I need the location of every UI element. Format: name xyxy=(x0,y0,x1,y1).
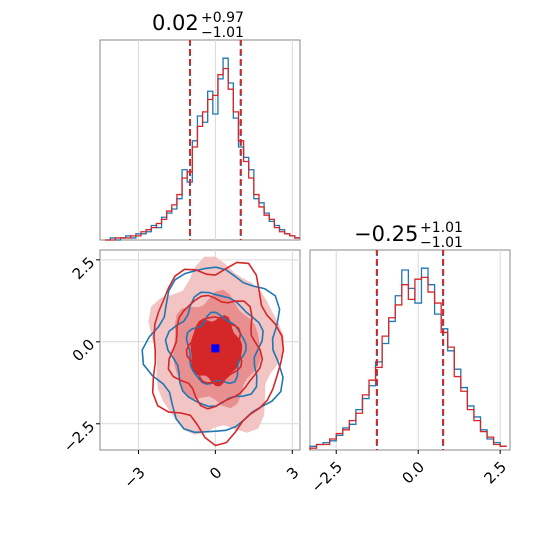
x-tick-label: 0 xyxy=(206,464,225,483)
title-bottom-right: −0.25 +1.01 −1.01 xyxy=(354,220,463,251)
contour-panel: −3 0 3 2.5 0.0 −2.5 xyxy=(60,249,303,492)
histogram-series-2 xyxy=(105,67,300,241)
contour-line-series-2 xyxy=(185,316,243,384)
title-plus: +0.97 xyxy=(201,10,244,26)
contour-line-series-1 xyxy=(185,311,247,386)
y-tick-label: −2.5 xyxy=(60,417,98,455)
marginal-histogram-top xyxy=(99,39,301,241)
x-tick-label: −3 xyxy=(120,464,148,492)
x-tick-label: 2.5 xyxy=(480,458,510,488)
histogram-series-1 xyxy=(309,267,507,450)
center-marker xyxy=(211,344,220,353)
marginal-histogram-right: −2.5 0.0 2.5 xyxy=(308,249,511,496)
histogram-series-2 xyxy=(309,276,507,450)
y-tick-label: 0.0 xyxy=(69,335,99,365)
x-tick-label: −2.5 xyxy=(308,458,346,496)
x-tick-label: 0.0 xyxy=(398,458,428,488)
contour-line-series-2 xyxy=(167,294,264,410)
title-minus: −1.01 xyxy=(420,235,463,251)
title-plus: +1.01 xyxy=(420,220,463,236)
axes-frame xyxy=(99,39,301,241)
contour-line-series-1 xyxy=(164,291,264,408)
title-value: −0.25 xyxy=(354,222,418,246)
contour-line-series-2 xyxy=(151,261,285,447)
y-tick-label: 2.5 xyxy=(69,253,99,283)
title-value: 0.02 xyxy=(152,11,199,35)
title-minus: −1.01 xyxy=(201,25,244,41)
x-tick-label: 3 xyxy=(283,464,302,483)
title-top-left: 0.02 +0.97 −1.01 xyxy=(152,10,244,41)
